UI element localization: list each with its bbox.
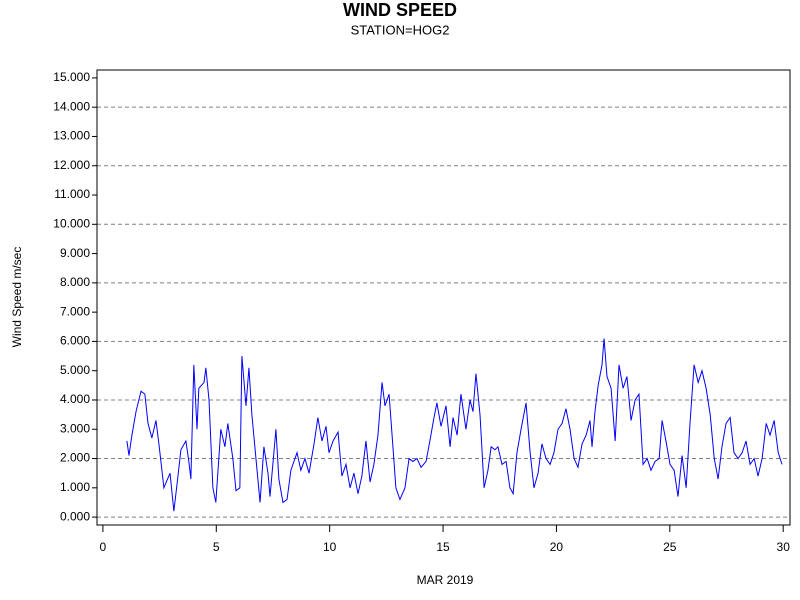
y-tick-label: 6.000 (60, 334, 90, 348)
x-tick-label: 15 (436, 540, 450, 554)
y-tick-label: 8.000 (60, 275, 90, 289)
x-tick-label: 30 (777, 540, 791, 554)
data-line (126, 338, 783, 512)
y-tick-label: 2.000 (60, 451, 90, 465)
y-tick-label: 9.000 (60, 246, 90, 260)
y-tick-label: 14.000 (53, 99, 90, 113)
y-tick-label: 3.000 (60, 421, 90, 435)
y-tick-label: 7.000 (60, 304, 90, 318)
x-tick-label: 5 (213, 540, 220, 554)
chart-subtitle: STATION=HOG2 (351, 22, 450, 37)
y-tick-label: 12.000 (53, 158, 90, 172)
y-tick-label: 11.000 (54, 187, 90, 201)
chart-title: WIND SPEED (343, 0, 457, 20)
y-tick-label: 0.000 (60, 509, 90, 523)
x-axis-label: MAR 2019 (417, 573, 474, 587)
y-axis-label: Wind Speed m/sec (10, 247, 24, 348)
y-tick-label: 15.000 (53, 70, 90, 84)
y-tick-label: 5.000 (60, 363, 90, 377)
x-tick-label: 25 (663, 540, 677, 554)
plot-frame (96, 69, 791, 526)
y-tick-label: 1.000 (60, 480, 90, 494)
y-tick-label: 10.000 (53, 216, 90, 230)
y-tick-label: 4.000 (60, 392, 90, 406)
y-tick-label: 13.000 (53, 129, 90, 143)
x-tick-label: 0 (100, 540, 107, 554)
x-tick-label: 10 (323, 540, 337, 554)
x-tick-label: 20 (550, 540, 564, 554)
